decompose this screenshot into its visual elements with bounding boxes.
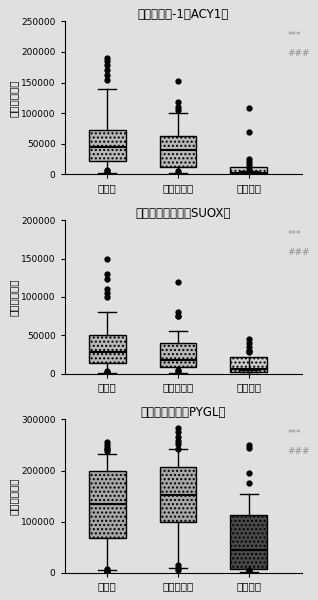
PathPatch shape — [230, 357, 267, 372]
PathPatch shape — [89, 470, 126, 538]
Y-axis label: 相对表达强度: 相对表达强度 — [8, 478, 18, 515]
PathPatch shape — [89, 335, 126, 363]
PathPatch shape — [160, 467, 196, 521]
Title: 氨基酰化酶-1（ACY1）: 氨基酰化酶-1（ACY1） — [138, 8, 229, 22]
Title: 亚硫酸盐氧化酶（SUOX）: 亚硫酸盐氧化酶（SUOX） — [135, 208, 231, 220]
PathPatch shape — [89, 130, 126, 161]
PathPatch shape — [160, 136, 196, 167]
PathPatch shape — [230, 167, 267, 174]
Y-axis label: 相对表达强度: 相对表达强度 — [8, 79, 18, 116]
Text: ***: *** — [288, 31, 301, 40]
PathPatch shape — [230, 515, 267, 569]
Text: ***: *** — [288, 230, 301, 239]
Text: ###: ### — [288, 49, 310, 58]
Text: ###: ### — [288, 248, 310, 257]
Y-axis label: 相对表达强度: 相对表达强度 — [8, 278, 18, 316]
PathPatch shape — [160, 343, 196, 367]
Text: ***: *** — [288, 429, 301, 438]
Text: ###: ### — [288, 447, 310, 456]
Title: 糖原磷酸化酶（PYGL）: 糖原磷酸化酶（PYGL） — [141, 406, 226, 419]
